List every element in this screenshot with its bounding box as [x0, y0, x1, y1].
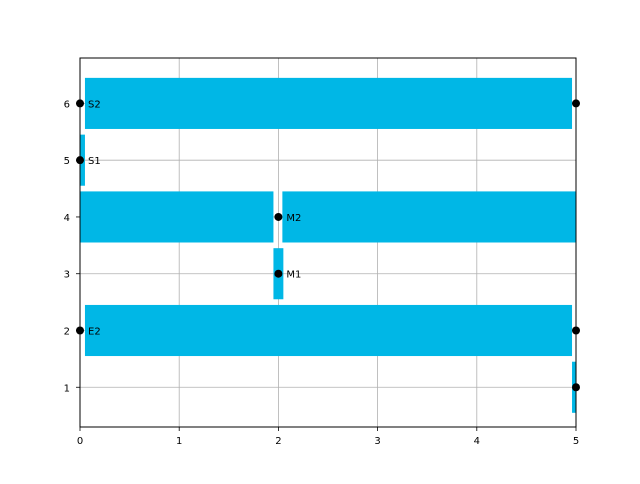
x-tick-label: 5	[573, 436, 579, 447]
y-tick-label: 1	[64, 383, 70, 394]
bar	[282, 191, 576, 243]
bars	[80, 77, 576, 413]
plot-frame	[79, 57, 577, 428]
point-marker	[274, 269, 283, 278]
y-axis-ticks: 1 2 3 4 5 6	[64, 99, 80, 394]
points	[76, 99, 580, 392]
y-tick-label: 5	[64, 156, 70, 167]
point-label: M2	[286, 213, 301, 224]
point-marker	[274, 212, 283, 221]
x-axis-ticks: 0 1 2 3 4 5	[77, 427, 579, 447]
y-tick-label: 4	[64, 213, 70, 224]
x-tick-label: 0	[77, 436, 83, 447]
point-label: M1	[286, 270, 301, 281]
point-label: S2	[88, 99, 101, 110]
y-tick-label: 6	[64, 99, 70, 110]
x-tick-label: 4	[474, 436, 480, 447]
point-label: E2	[88, 326, 101, 337]
bar	[84, 77, 573, 129]
point-labels: E2 M1 M2 S1 S2	[88, 99, 301, 337]
bar	[80, 191, 274, 243]
bar	[84, 304, 573, 357]
point-label: S1	[88, 156, 101, 167]
y-tick-label: 3	[64, 270, 70, 281]
x-tick-label: 2	[275, 436, 281, 447]
x-tick-label: 3	[374, 436, 380, 447]
y-tick-label: 2	[64, 326, 70, 337]
x-tick-label: 1	[176, 436, 182, 447]
